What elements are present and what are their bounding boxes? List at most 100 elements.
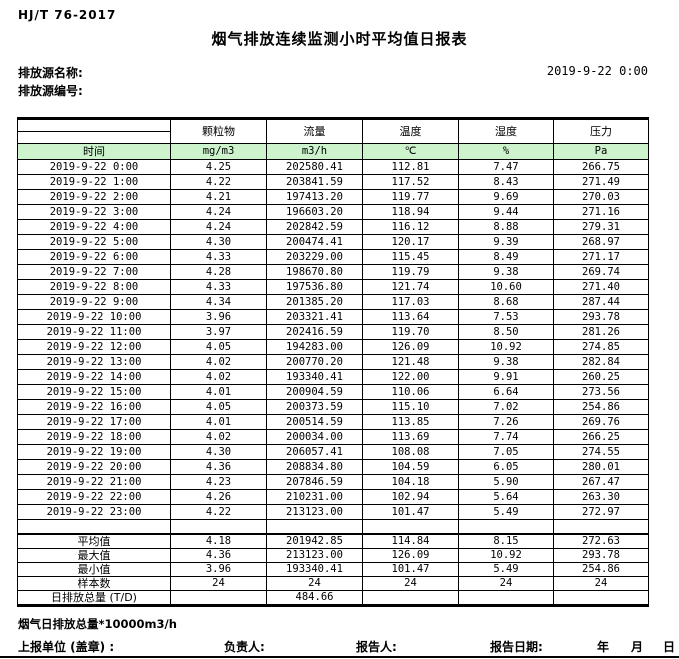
summary-value: 4.18 bbox=[170, 533, 267, 549]
value-cell: 4.33 bbox=[170, 249, 267, 265]
value-cell: 200904.59 bbox=[266, 384, 363, 400]
report-datetime: 2019-9-22 0:00 bbox=[546, 64, 648, 78]
value-cell: 6.05 bbox=[458, 459, 554, 475]
unit-header-5: Pa bbox=[553, 143, 649, 160]
value-cell: 7.26 bbox=[458, 414, 554, 430]
value-cell: 116.12 bbox=[362, 219, 459, 235]
value-cell: 4.22 bbox=[170, 504, 267, 520]
value-cell: 4.21 bbox=[170, 189, 267, 205]
summary-value: 254.86 bbox=[553, 562, 649, 577]
value-cell: 213123.00 bbox=[266, 504, 363, 520]
value-cell: 3.97 bbox=[170, 324, 267, 340]
report-table-body: 颗粒物 流量 温度 湿度 压力 时间 mg/m3 m3/h ℃% Pa 2019-9-22 0:00… bbox=[17, 118, 649, 606]
time-cell: 2019-9-22 3:00 bbox=[17, 204, 171, 220]
value-cell: 9.44 bbox=[458, 204, 554, 220]
value-cell: 200034.00 bbox=[266, 429, 363, 445]
time-header-lower bbox=[17, 131, 171, 144]
time-cell: 2019-9-22 21:00 bbox=[17, 474, 171, 490]
source-name-label: 排放源名称: bbox=[18, 66, 83, 80]
report-table: 颗粒物 流量 温度 湿度 压力 时间 mg/m3 m3/h ℃% Pa 2019-9-22 0:00… bbox=[17, 117, 649, 607]
spacer-cell bbox=[458, 519, 554, 535]
value-cell: 7.53 bbox=[458, 309, 554, 325]
report-date-label: 报告日期: bbox=[490, 640, 543, 654]
time-cell: 2019-9-22 6:00 bbox=[17, 249, 171, 265]
value-cell: 101.47 bbox=[362, 504, 459, 520]
value-cell: 9.69 bbox=[458, 189, 554, 205]
table-row: 2019-9-22 4:00 4.24 202842.59 116.12 8.88 279… bbox=[17, 219, 649, 235]
table-row: 2019-9-22 22:00 4.26 210231.00 102.94 5.64 26… bbox=[17, 489, 649, 505]
value-cell: 6.64 bbox=[458, 384, 554, 400]
value-cell: 274.85 bbox=[553, 339, 649, 355]
value-cell: 7.74 bbox=[458, 429, 554, 445]
value-cell: 273.56 bbox=[553, 384, 649, 400]
value-cell: 5.64 bbox=[458, 489, 554, 505]
value-cell: 4.28 bbox=[170, 264, 267, 280]
year-label: 年 bbox=[597, 640, 610, 654]
bottom-divider bbox=[0, 656, 679, 658]
time-cell: 2019-9-22 15:00 bbox=[17, 384, 171, 400]
value-cell: 119.79 bbox=[362, 264, 459, 280]
summary-value: 24 bbox=[170, 576, 267, 591]
summary-value: 24 bbox=[553, 576, 649, 591]
unit-header-3: ℃ bbox=[362, 143, 459, 160]
summary-label: 样本数 bbox=[17, 576, 171, 591]
value-cell: 200474.41 bbox=[266, 234, 363, 250]
value-cell: 4.26 bbox=[170, 489, 267, 505]
value-cell: 121.74 bbox=[362, 279, 459, 295]
value-cell: 8.49 bbox=[458, 249, 554, 265]
value-cell: 4.24 bbox=[170, 204, 267, 220]
table-row: 2019-9-22 12:00 4.05 194283.00 126.09 10.92 2… bbox=[17, 339, 649, 355]
value-cell: 102.94 bbox=[362, 489, 459, 505]
value-cell: 9.38 bbox=[458, 264, 554, 280]
summary-value bbox=[170, 590, 267, 606]
summary-row: 最大值 4.36 213123.00 126.09 10.92 293.78 bbox=[17, 548, 649, 563]
time-cell: 2019-9-22 11:00 bbox=[17, 324, 171, 340]
responsible-label: 负责人: bbox=[224, 640, 265, 654]
value-cell: 113.64 bbox=[362, 309, 459, 325]
value-cell: 202580.41 bbox=[266, 159, 363, 175]
value-cell: 197413.20 bbox=[266, 189, 363, 205]
time-cell: 2019-9-22 16:00 bbox=[17, 399, 171, 415]
value-cell: 263.30 bbox=[553, 489, 649, 505]
spacer-cell bbox=[17, 519, 171, 535]
time-cell: 2019-9-22 19:00 bbox=[17, 444, 171, 460]
time-cell: 2019-9-22 13:00 bbox=[17, 354, 171, 370]
value-cell: 122.00 bbox=[362, 369, 459, 385]
value-cell: 254.86 bbox=[553, 399, 649, 415]
page-title: 烟气排放连续监测小时平均值日报表 bbox=[211, 30, 468, 48]
summary-label: 日排放总量 (T/D) bbox=[17, 590, 171, 606]
value-cell: 5.90 bbox=[458, 474, 554, 490]
time-cell: 2019-9-22 2:00 bbox=[17, 189, 171, 205]
unit-header-4: % bbox=[458, 143, 554, 160]
value-cell: 9.38 bbox=[458, 354, 554, 370]
value-cell: 4.02 bbox=[170, 354, 267, 370]
summary-value: 193340.41 bbox=[266, 562, 363, 577]
time-cell: 2019-9-22 7:00 bbox=[17, 264, 171, 280]
spacer-row bbox=[17, 519, 649, 535]
signature-row: 上报单位 (盖章) : 负责人: 报告人: 报告日期: 年 月 日 bbox=[0, 638, 679, 654]
table-row: 2019-9-22 2:00 4.21 197413.20 119.77 9.69 270… bbox=[17, 189, 649, 205]
column-header-3: 温度 bbox=[362, 118, 459, 144]
value-cell: 202842.59 bbox=[266, 219, 363, 235]
value-cell: 200373.59 bbox=[266, 399, 363, 415]
value-cell: 4.01 bbox=[170, 414, 267, 430]
value-cell: 274.55 bbox=[553, 444, 649, 460]
value-cell: 194283.00 bbox=[266, 339, 363, 355]
value-cell: 260.25 bbox=[553, 369, 649, 385]
summary-label: 最大值 bbox=[17, 548, 171, 563]
table-row: 2019-9-22 6:00 4.33 203229.00 115.45 8.49 271… bbox=[17, 249, 649, 265]
summary-value: 24 bbox=[458, 576, 554, 591]
value-cell: 113.69 bbox=[362, 429, 459, 445]
table-row: 2019-9-22 11:00 3.97 202416.59 119.70 8.50 28… bbox=[17, 324, 649, 340]
day-label: 日 bbox=[663, 640, 676, 654]
spacer-cell bbox=[553, 519, 649, 535]
table-row: 2019-9-22 5:00 4.30 200474.41 120.17 9.39 268… bbox=[17, 234, 649, 250]
table-row: 2019-9-22 7:00 4.28 198670.80 119.79 9.38 269… bbox=[17, 264, 649, 280]
value-cell: 7.05 bbox=[458, 444, 554, 460]
value-cell: 110.06 bbox=[362, 384, 459, 400]
table-row: 2019-9-22 10:00 3.96 203321.41 113.64 7.53 29… bbox=[17, 309, 649, 325]
summary-value: 3.96 bbox=[170, 562, 267, 577]
value-cell: 208834.80 bbox=[266, 459, 363, 475]
value-cell: 207846.59 bbox=[266, 474, 363, 490]
value-cell: 193340.41 bbox=[266, 369, 363, 385]
